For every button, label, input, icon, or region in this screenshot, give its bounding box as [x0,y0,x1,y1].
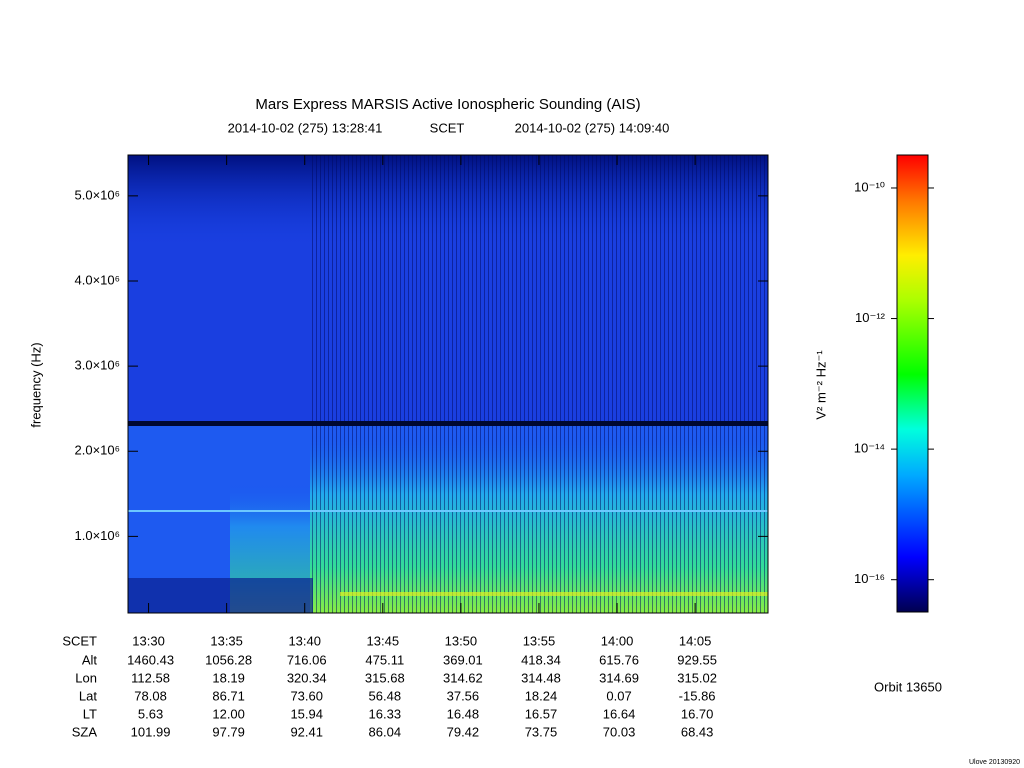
ephemeris-value: 86.71 [212,688,245,703]
ephemeris-value: 68.43 [681,724,714,739]
start-time: 2014-10-02 (275) 13:28:41 [228,120,383,135]
ephemeris-value: 0.07 [606,688,631,703]
ephemeris-value: 12.00 [212,706,245,721]
ephemeris-value: 70.03 [603,724,636,739]
y-tick-label: 1.0×10⁶ [75,528,120,543]
colorbar-label: V² m⁻² Hz⁻¹ [813,350,828,420]
colorbar [896,154,929,613]
ephemeris-value: 16.33 [369,706,402,721]
ephemeris-value: 716.06 [287,652,327,667]
ephemeris-label: SZA [72,724,98,739]
spectrogram-image [128,155,768,613]
y-tick-label: 4.0×10⁶ [75,272,120,287]
x-tick-label: 14:05 [679,633,712,648]
ephemeris-value: 475.11 [365,652,404,667]
colorbar-tick-label: 10⁻¹⁰ [854,179,885,194]
x-tick-label: 13:40 [288,633,321,648]
y-tick-label: 5.0×10⁶ [75,187,120,202]
ephemeris-value: 16.64 [603,706,636,721]
plot-frame [127,154,769,614]
ephemeris-value: 78.08 [134,688,167,703]
ephemeris-value: 418.34 [521,652,561,667]
ephemeris-value: 15.94 [290,706,323,721]
end-time: 2014-10-02 (275) 14:09:40 [515,120,670,135]
ephemeris-value: 73.75 [525,724,558,739]
ephemeris-value: 16.57 [525,706,558,721]
ephemeris-value: 615.76 [599,652,639,667]
ephemeris-value: 73.60 [290,688,323,703]
ephemeris-value: 1056.28 [205,652,252,667]
y-axis-label: frequency (Hz) [28,342,43,427]
y-tick-label: 3.0×10⁶ [75,358,120,373]
ephemeris-value: 18.19 [212,670,245,685]
x-tick-label: 13:45 [367,633,400,648]
time-label: SCET [430,120,465,135]
colorbar-tick-label: 10⁻¹⁶ [854,571,885,586]
ephemeris-value: 5.63 [138,706,163,721]
orbit: Orbit 13650 [874,679,942,694]
ephemeris-value: 79.42 [447,724,480,739]
ephemeris-value: 369.01 [443,652,483,667]
ephemeris-value: 16.70 [681,706,714,721]
x-tick-label: 13:35 [210,633,243,648]
ephemeris-value: 86.04 [369,724,402,739]
ephemeris-value: 314.69 [599,670,639,685]
ephemeris-value: 929.55 [677,652,717,667]
ephemeris-value: 97.79 [212,724,245,739]
ephemeris-value: 92.41 [290,724,323,739]
ephemeris-label: LT [83,706,97,721]
ephemeris-value: 16.48 [447,706,480,721]
ephemeris-value: 320.34 [287,670,327,685]
ephemeris-value: 315.68 [365,670,405,685]
y-tick-label: 2.0×10⁶ [75,443,120,458]
ephemeris-value: 315.02 [677,670,717,685]
ephemeris-label: Alt [82,652,98,667]
colorbar-tick-label: 10⁻¹⁴ [854,441,885,456]
ephemeris-value: 314.62 [443,670,483,685]
ephemeris-label: Lon [75,670,97,685]
ephemeris-value: 112.58 [131,670,170,685]
chart-title: Mars Express MARSIS Active Ionospheric S… [255,96,640,113]
x-tick-label: 13:50 [445,633,478,648]
x-tick-label: 14:00 [601,633,634,648]
ephemeris-label: SCET [62,633,97,648]
version: Ulove 20130920 [969,759,1020,766]
ephemeris-value: 1460.43 [127,652,174,667]
ephemeris-value: -15.86 [679,688,716,703]
x-tick-label: 13:55 [523,633,556,648]
ephemeris-value: 37.56 [447,688,480,703]
ephemeris-label: Lat [79,688,97,703]
ephemeris-value: 101.99 [131,724,171,739]
colorbar-tick-label: 10⁻¹² [855,310,886,325]
ephemeris-value: 18.24 [525,688,558,703]
x-tick-label: 13:30 [132,633,165,648]
ephemeris-value: 314.48 [521,670,561,685]
ephemeris-value: 56.48 [369,688,402,703]
